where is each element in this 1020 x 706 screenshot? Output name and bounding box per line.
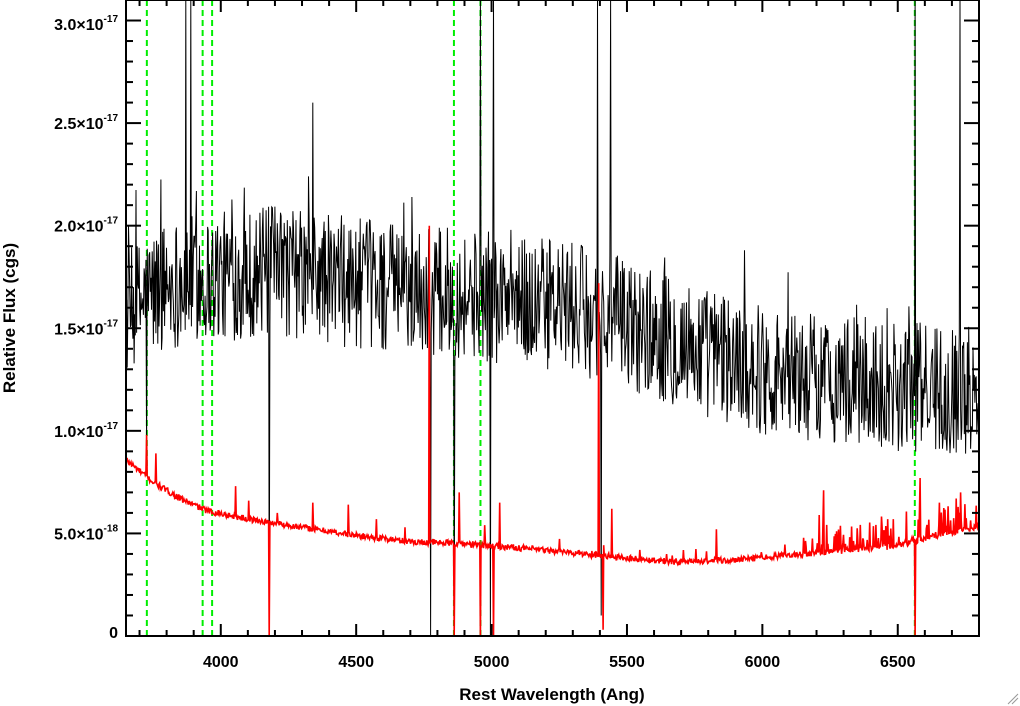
y-tick-label: 1.0×10-17: [54, 421, 118, 441]
x-tick-label: 4000: [203, 654, 239, 671]
spectrum-line: [126, 0, 979, 636]
x-tick-label: 6500: [880, 654, 916, 671]
x-tick-label: 5000: [474, 654, 510, 671]
y-tick-label: 1.5×10-17: [54, 318, 118, 338]
tick-labels: 4000 4500 5000 5500 6000 6500 0 5.0×10-18 1.0×10…: [54, 14, 916, 671]
y-axis-title: Relative Flux (cgs): [0, 243, 19, 393]
y-tick-label: 0: [109, 625, 118, 642]
y-tick-label: 2.0×10-17: [54, 216, 118, 236]
y-tick-label: 5.0×10-18: [54, 523, 118, 543]
x-tick-label: 5500: [609, 654, 645, 671]
x-axis-title: Rest Wavelength (Ang): [459, 685, 644, 704]
x-tick-label: 4500: [338, 654, 374, 671]
x-tick-label: 6000: [745, 654, 781, 671]
axes: [125, 0, 980, 637]
plot-area: [126, 0, 979, 636]
plot-frame: [125, 0, 980, 637]
y-tick-label: 2.5×10-17: [54, 113, 118, 133]
y-tick-label: 3.0×10-17: [54, 14, 118, 34]
series-layer: [126, 0, 979, 636]
resize-grip-icon[interactable]: [1007, 693, 1019, 705]
model-line: [126, 225, 979, 636]
